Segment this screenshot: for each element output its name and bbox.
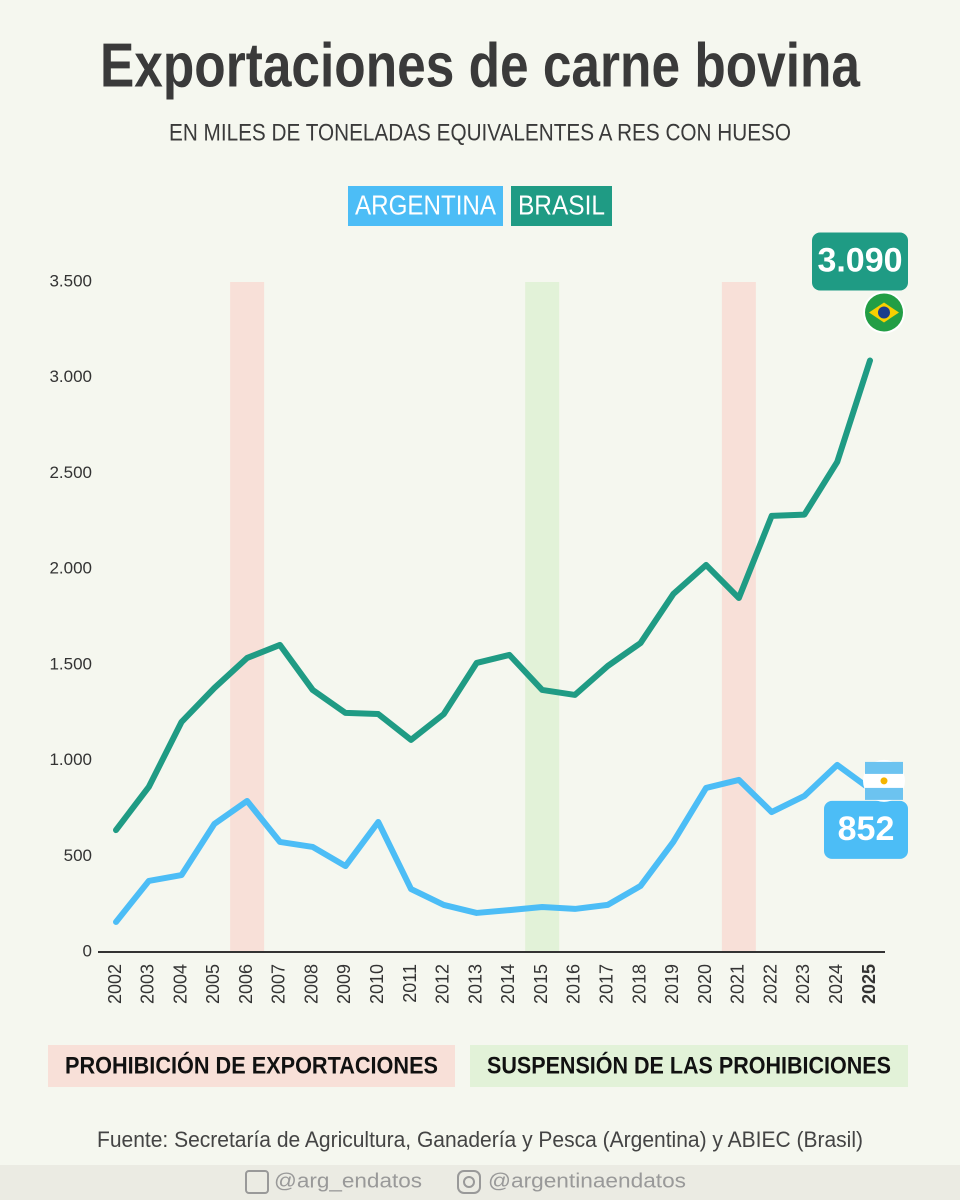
bands xyxy=(230,282,756,952)
series-line xyxy=(113,761,873,925)
band xyxy=(230,282,265,952)
y-tick-label: 1.500 xyxy=(49,654,92,673)
end-label-box xyxy=(812,232,908,291)
flag xyxy=(865,761,903,774)
legend-label: BRASIL xyxy=(518,189,605,220)
x-tick-label: 2024 xyxy=(826,964,846,1004)
x-tick-label: 2016 xyxy=(564,964,584,1004)
x-tick-label: 2025 xyxy=(859,964,879,1004)
x-tick-label: 2011 xyxy=(400,964,420,1003)
x-tick-label: 2004 xyxy=(170,964,190,1004)
band-legend-label: SUSPENSIÓN DE LAS PROHIBICIONES xyxy=(487,1051,891,1079)
x-tick-label: 2017 xyxy=(596,964,616,1004)
band-legend-label: PROHIBICIÓN DE EXPORTACIONES xyxy=(65,1051,438,1079)
legend-box xyxy=(511,186,612,226)
x-tick-label: 2006 xyxy=(236,964,256,1004)
handle: @arg_endatos xyxy=(274,1170,422,1192)
x-tick-label: 2002 xyxy=(105,964,125,1004)
x-tick-label: 2015 xyxy=(531,964,551,1004)
x-tick-label: 2009 xyxy=(334,964,354,1004)
x-tick-label: 2005 xyxy=(203,964,223,1004)
flag xyxy=(880,777,888,785)
y-tick-label: 3.500 xyxy=(49,271,92,290)
x-tick-label: 2018 xyxy=(629,964,649,1004)
x-tick-label: 2020 xyxy=(695,964,715,1004)
band-legend-box xyxy=(48,1045,455,1087)
x-tick-label: 2008 xyxy=(301,964,321,1004)
y-tick-label: 500 xyxy=(64,846,92,865)
y-tick-label: 1.000 xyxy=(49,750,92,769)
flag xyxy=(878,306,890,319)
x-tick-label: 2023 xyxy=(793,964,813,1004)
y-tick-label: 2.500 xyxy=(49,463,92,482)
x-tick-label: 2014 xyxy=(498,964,518,1004)
legend-box xyxy=(348,186,503,226)
x-icon xyxy=(245,1170,269,1194)
flag xyxy=(865,787,903,800)
y-tick-label: 0 xyxy=(83,941,92,960)
band xyxy=(721,282,756,952)
x-tick-label: 2019 xyxy=(662,964,682,1004)
band xyxy=(525,282,560,952)
x-tick-label: 2007 xyxy=(269,964,289,1004)
legend-label: ARGENTINA xyxy=(355,189,496,220)
x-tick-label: 2021 xyxy=(728,964,748,1004)
x-tick-label: 2003 xyxy=(138,964,158,1004)
handle: @argentinaendatos xyxy=(488,1170,686,1192)
x-tick-label: 2010 xyxy=(367,964,387,1004)
y-tick-label: 2.000 xyxy=(49,559,92,578)
x-tick-label: 2012 xyxy=(433,964,453,1004)
x-tick-label: 2022 xyxy=(760,964,780,1004)
end-label: 3.090 xyxy=(817,241,902,279)
x-tick-label: 2013 xyxy=(465,964,485,1004)
instagram-icon xyxy=(463,1176,475,1188)
end-label-box xyxy=(824,800,908,859)
source: Fuente: Secretaría de Agricultura, Ganad… xyxy=(97,1127,863,1152)
instagram-icon xyxy=(457,1170,481,1194)
band-legend-box xyxy=(470,1045,908,1087)
series-line xyxy=(113,357,873,834)
end-label: 852 xyxy=(838,810,895,848)
chart-title: Exportaciones de carne bovina xyxy=(100,31,860,100)
y-tick-label: 3.000 xyxy=(49,367,92,386)
chart-subtitle: EN MILES DE TONELADAS EQUIVALENTES A RES… xyxy=(169,119,791,146)
